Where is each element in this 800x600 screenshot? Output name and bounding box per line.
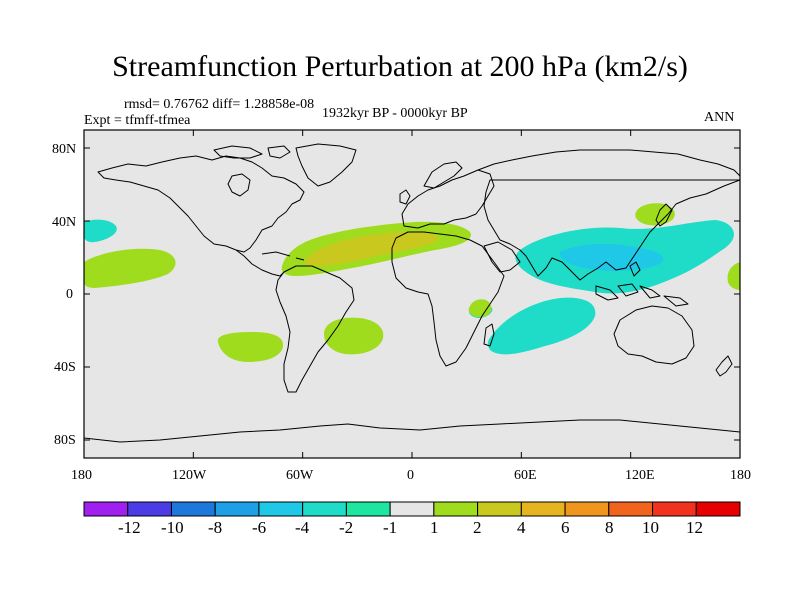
season-label: ANN xyxy=(704,110,735,125)
period-label: 1932kyr BP - 0000kyr BP xyxy=(322,106,468,121)
coast-scandinavia xyxy=(423,161,463,189)
coast-british-isles xyxy=(399,189,411,205)
coast-australia xyxy=(613,305,695,365)
colorbar-label: -12 xyxy=(118,518,141,537)
negative-anomaly-indian-ocean xyxy=(487,297,596,355)
lon-label: 180 xyxy=(71,468,92,483)
colorbar-swatch xyxy=(258,501,304,517)
coast-africa xyxy=(391,231,505,367)
colorbar-swatch xyxy=(433,501,479,517)
lat-label: 80N xyxy=(52,142,77,157)
positive-anomaly-atlantic-core xyxy=(304,232,439,266)
positive-anomaly-east-africa xyxy=(468,299,492,318)
colorbar-swatch xyxy=(520,501,566,517)
coast-south-america xyxy=(275,265,355,393)
colorbar-label: -4 xyxy=(295,518,310,537)
lat-label: 0 xyxy=(66,287,73,302)
coast-hudson-bay xyxy=(227,173,251,197)
positive-anomaly-south-atlantic xyxy=(324,317,384,355)
colorbar-label: 10 xyxy=(642,518,659,537)
coast-north-america xyxy=(97,155,305,253)
lat-label: 40N xyxy=(52,215,77,230)
lon-label: 60E xyxy=(514,468,537,483)
colorbar-swatch xyxy=(652,501,697,517)
colorbar-swatch xyxy=(127,501,172,517)
colorbar-swatch xyxy=(214,501,260,517)
positive-anomaly-japan xyxy=(635,203,675,226)
colorbar-swatch xyxy=(608,501,654,517)
negative-anomaly-north-pacific-west xyxy=(84,219,117,243)
colorbar-label: 1 xyxy=(430,518,439,537)
coast-arabia xyxy=(483,241,521,273)
coast-japan xyxy=(655,203,673,227)
colorbar-label: 6 xyxy=(561,518,570,537)
coast-new-zealand xyxy=(715,355,733,377)
colorbar-swatch xyxy=(695,501,741,517)
colorbar-swatch xyxy=(477,501,522,517)
lon-label: 120E xyxy=(625,468,655,483)
positive-anomaly-south-pacific xyxy=(217,332,284,362)
coast-indonesia xyxy=(595,261,689,307)
positive-anomaly-east-pacific xyxy=(84,248,176,288)
lon-label: 60W xyxy=(286,468,314,483)
colorbar-label: 2 xyxy=(473,518,482,537)
colorbar-label: 8 xyxy=(605,518,614,537)
lat-label: 40S xyxy=(54,360,76,375)
coast-antarctica xyxy=(84,419,740,443)
stats-line: rmsd= 0.76762 diff= 1.28858e-08 xyxy=(124,97,315,112)
positive-anomaly-dateline xyxy=(727,262,740,290)
colorbar-label: -1 xyxy=(383,518,398,537)
colorbar-label: -6 xyxy=(252,518,267,537)
lon-label: 0 xyxy=(407,468,414,483)
colorbar-swatch xyxy=(389,501,435,517)
colorbar-label: -8 xyxy=(208,518,223,537)
coast-central-america xyxy=(235,249,305,277)
map-background xyxy=(84,130,740,458)
colorbar-swatch xyxy=(170,501,216,517)
plot-title: Streamfunction Perturbation at 200 hPa (… xyxy=(112,50,688,83)
anomaly-fields xyxy=(84,203,740,362)
experiment-label: Expt = tfmff-tfmea xyxy=(84,113,191,128)
colorbar-label: -10 xyxy=(161,518,184,537)
colorbar-swatch xyxy=(345,501,391,517)
coast-asia xyxy=(477,149,740,281)
lat-label: 80S xyxy=(54,433,76,448)
colorbar-label: 12 xyxy=(686,518,703,537)
colorbar-label: -2 xyxy=(339,518,354,537)
lon-label: 180 xyxy=(730,468,751,483)
axis-ticks xyxy=(83,130,741,458)
coast-arctic-islands xyxy=(213,145,291,159)
coast-greenland xyxy=(295,143,357,187)
coast-madagascar xyxy=(483,323,495,347)
colorbar-label: 4 xyxy=(517,518,526,537)
colorbar-swatch xyxy=(302,501,347,517)
colorbar-swatch xyxy=(564,501,610,517)
lon-label: 120W xyxy=(172,468,207,483)
coastlines xyxy=(84,143,740,443)
colorbar xyxy=(83,501,741,517)
colorbar-swatch xyxy=(83,501,129,517)
